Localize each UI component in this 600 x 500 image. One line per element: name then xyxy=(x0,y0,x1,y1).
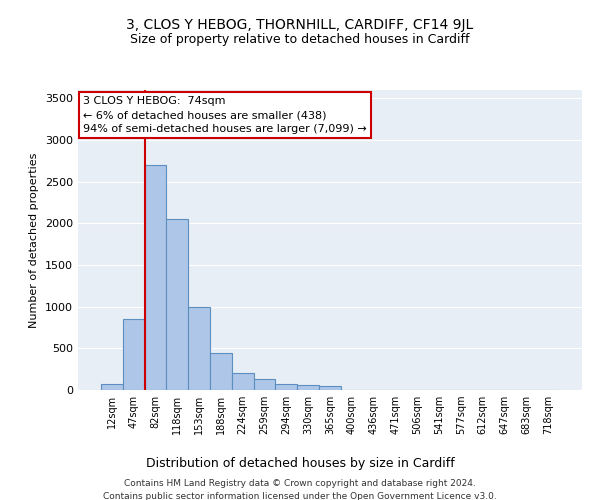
Bar xyxy=(232,374,254,390)
Bar xyxy=(145,165,166,390)
Bar xyxy=(123,319,145,390)
Bar xyxy=(210,352,232,390)
Text: Contains HM Land Registry data © Crown copyright and database right 2024.: Contains HM Land Registry data © Crown c… xyxy=(124,479,476,488)
Bar xyxy=(101,384,123,390)
Bar xyxy=(319,386,341,390)
Bar xyxy=(254,379,275,390)
Text: 3, CLOS Y HEBOG, THORNHILL, CARDIFF, CF14 9JL: 3, CLOS Y HEBOG, THORNHILL, CARDIFF, CF1… xyxy=(127,18,473,32)
Text: Contains public sector information licensed under the Open Government Licence v3: Contains public sector information licen… xyxy=(103,492,497,500)
Y-axis label: Number of detached properties: Number of detached properties xyxy=(29,152,40,328)
Bar xyxy=(297,385,319,390)
Text: Size of property relative to detached houses in Cardiff: Size of property relative to detached ho… xyxy=(130,32,470,46)
Text: Distribution of detached houses by size in Cardiff: Distribution of detached houses by size … xyxy=(146,458,454,470)
Bar xyxy=(188,306,210,390)
Text: 3 CLOS Y HEBOG:  74sqm
← 6% of detached houses are smaller (438)
94% of semi-det: 3 CLOS Y HEBOG: 74sqm ← 6% of detached h… xyxy=(83,96,367,134)
Bar xyxy=(166,219,188,390)
Bar xyxy=(275,384,297,390)
